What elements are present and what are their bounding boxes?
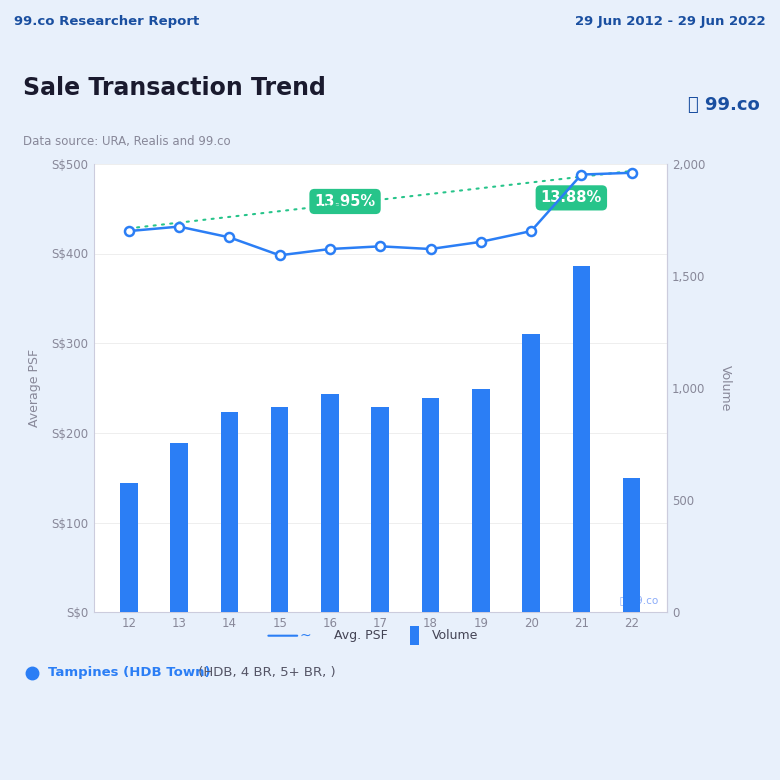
Bar [371, 407, 389, 612]
Text: 13.88%: 13.88% [541, 190, 602, 205]
Bar [321, 394, 339, 612]
Text: 99.co Researcher Report: 99.co Researcher Report [14, 15, 200, 28]
Bar [271, 407, 289, 612]
Bar [410, 626, 419, 645]
Text: ~: ~ [300, 629, 311, 643]
Text: Data source: URA, Realis and 99.co: Data source: URA, Realis and 99.co [23, 136, 231, 148]
Bar [573, 266, 590, 612]
Bar [120, 484, 137, 612]
Text: 29 Jun 2012 - 29 Jun 2022: 29 Jun 2012 - 29 Jun 2022 [576, 15, 766, 28]
Text: 📍 99.co: 📍 99.co [620, 596, 658, 605]
Text: 📍 99.co: 📍 99.co [688, 96, 760, 115]
Bar [221, 412, 238, 612]
Text: Volume: Volume [432, 629, 478, 642]
Bar [472, 389, 490, 612]
Text: Tampines (HDB Town): Tampines (HDB Town) [48, 666, 211, 679]
Bar [422, 398, 439, 612]
Text: Avg. PSF: Avg. PSF [335, 629, 388, 642]
Y-axis label: Volume: Volume [719, 365, 732, 411]
Y-axis label: Average PSF: Average PSF [27, 349, 41, 427]
Bar [170, 443, 188, 612]
Text: (HDB, 4 BR, 5+ BR, ): (HDB, 4 BR, 5+ BR, ) [194, 666, 335, 679]
Text: Sale Transaction Trend: Sale Transaction Trend [23, 76, 326, 101]
Bar [623, 477, 640, 612]
Bar [523, 334, 540, 612]
Text: 13.95%: 13.95% [314, 194, 376, 209]
